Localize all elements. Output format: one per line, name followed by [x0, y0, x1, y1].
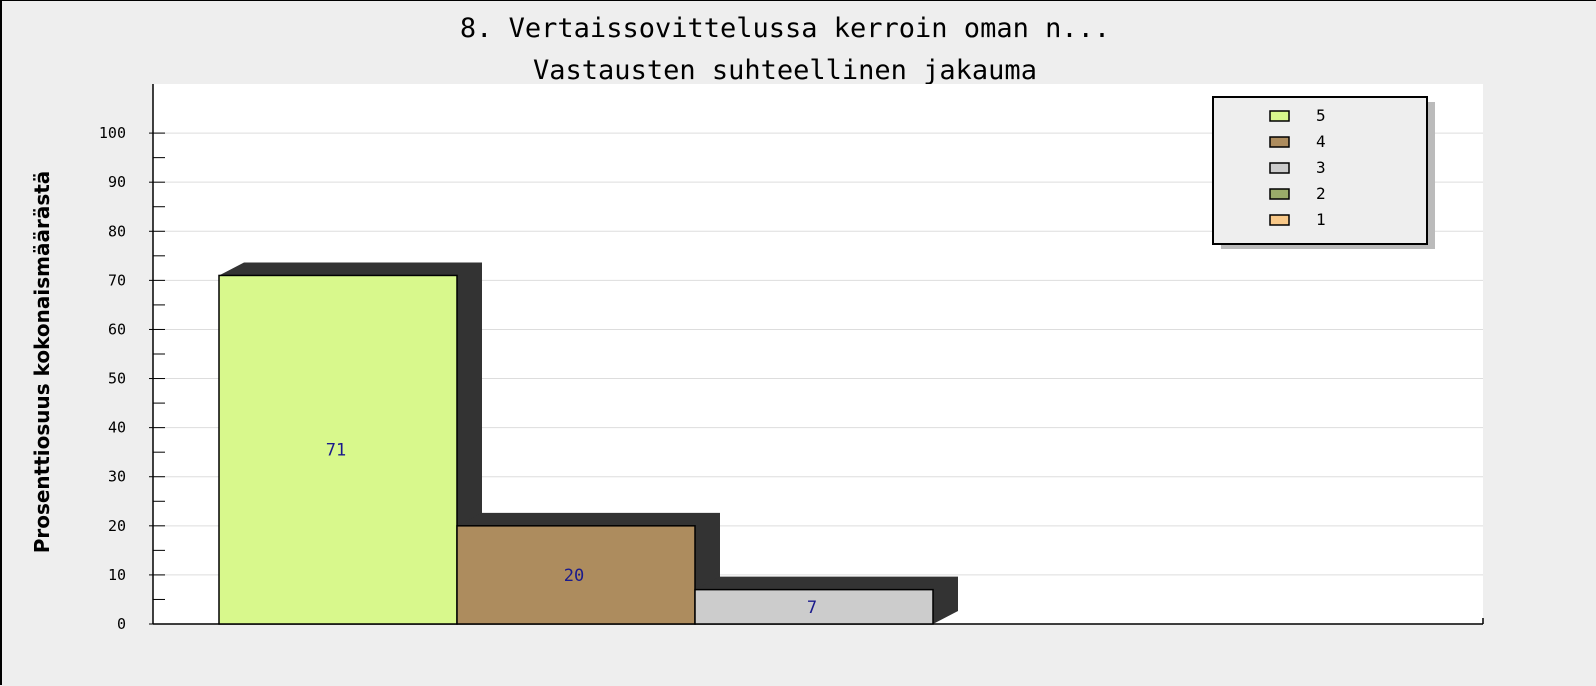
- y-tick-label: 100: [99, 124, 126, 142]
- y-tick-label: 50: [108, 370, 126, 388]
- bar-value-label: 7: [807, 598, 817, 618]
- y-tick-label: 40: [108, 419, 126, 437]
- y-axis-label: Prosenttiosuus kokonaismäärästä: [30, 171, 54, 554]
- legend-swatch-3: [1269, 162, 1290, 174]
- bar-3: [694, 588, 934, 625]
- legend: 5 4 3 2 1: [1212, 96, 1435, 249]
- legend-swatch-4: [1269, 136, 1290, 148]
- y-tick-label: 0: [117, 615, 126, 633]
- y-tick-label: 20: [108, 517, 126, 535]
- legend-label-5: 5: [1316, 106, 1326, 125]
- legend-swatch-2: [1269, 188, 1290, 200]
- legend-box: [1212, 96, 1428, 245]
- y-tick-label: 70: [108, 271, 126, 289]
- legend-label-4: 4: [1316, 132, 1326, 151]
- legend-label-3: 3: [1316, 158, 1326, 177]
- bar-5: [218, 274, 458, 625]
- bar-value-label: 20: [564, 566, 584, 586]
- legend-swatch-1: [1269, 214, 1290, 226]
- bar-value-label: 71: [326, 441, 346, 461]
- bar-4: [456, 525, 696, 625]
- legend-swatch-5: [1269, 110, 1290, 122]
- bar-shadow: [457, 512, 720, 624]
- legend-label-2: 2: [1316, 184, 1326, 203]
- bars: 71 20 7: [218, 262, 958, 625]
- y-tick-label: 60: [108, 320, 126, 338]
- bar-shadow: [695, 576, 958, 624]
- y-tick-label: 10: [108, 566, 126, 584]
- chart-title: 8. Vertaissovittelussa kerroin oman n...: [460, 13, 1110, 44]
- y-tick-label: 90: [108, 173, 126, 191]
- chart-subtitle: Vastausten suhteellinen jakauma: [533, 55, 1037, 86]
- y-tick-label: 80: [108, 222, 126, 240]
- legend-label-1: 1: [1316, 210, 1326, 229]
- y-tick-label: 30: [108, 468, 126, 486]
